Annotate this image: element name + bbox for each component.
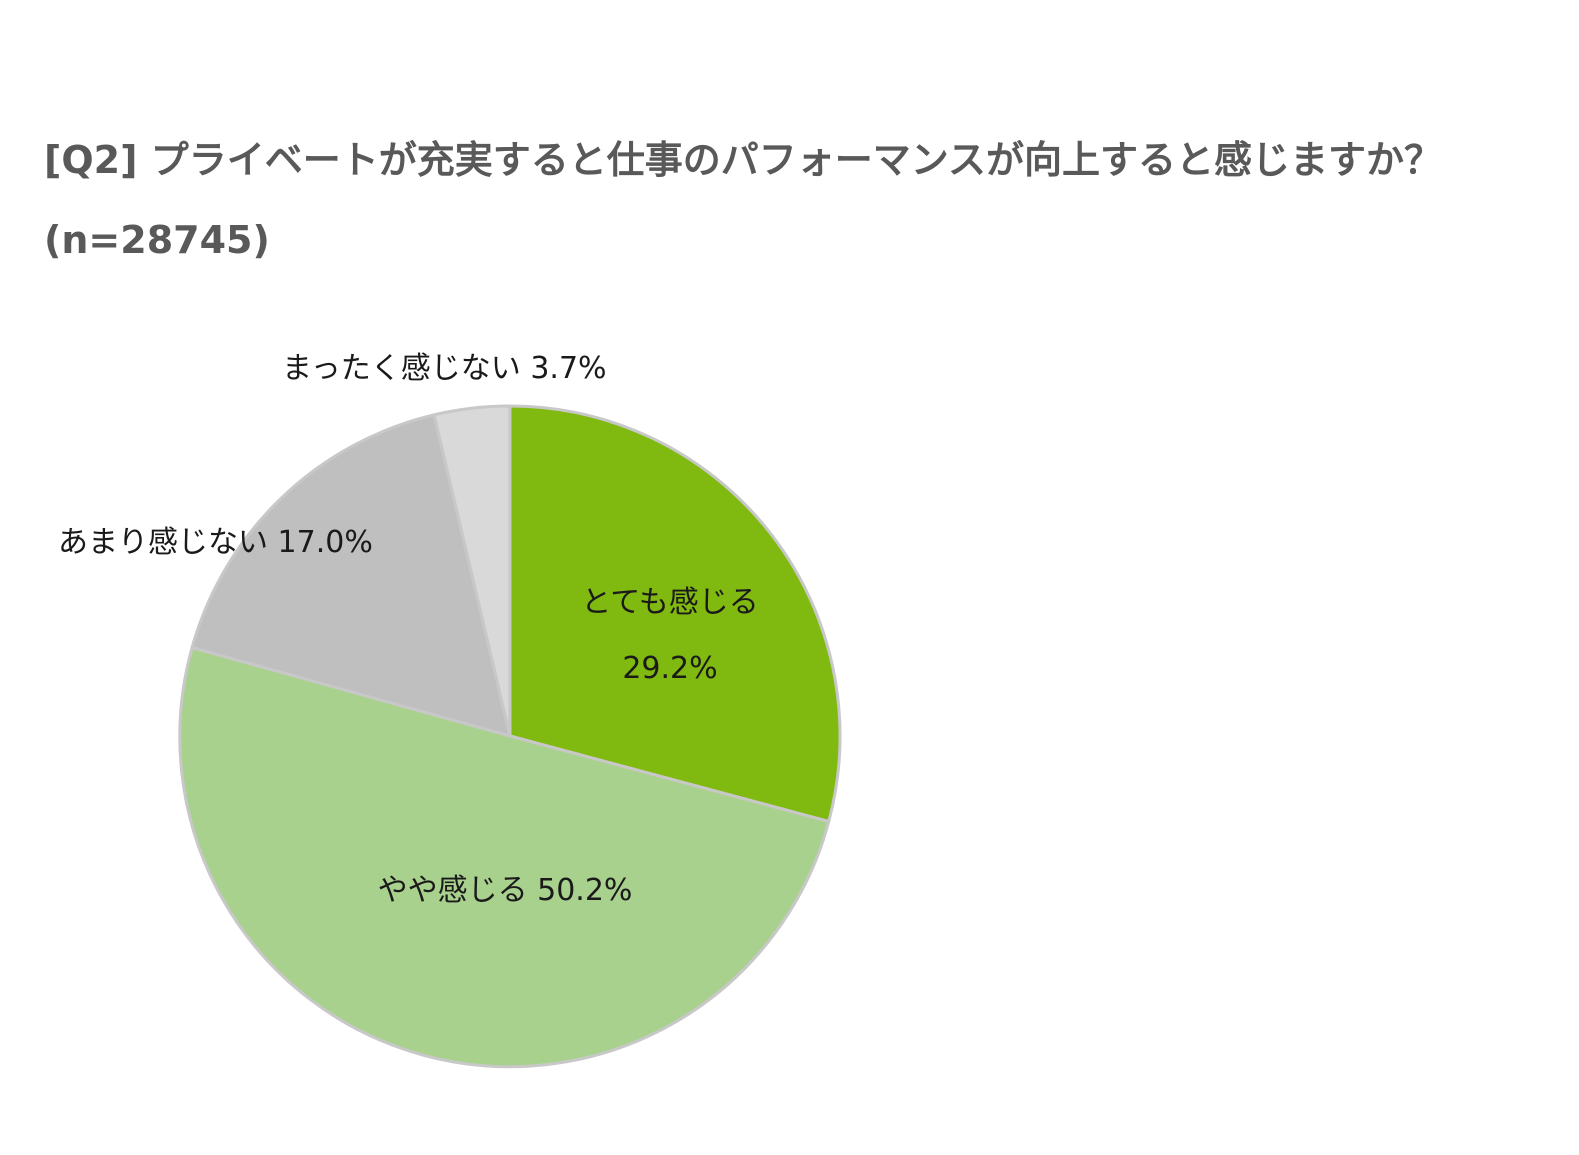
- pie-label-2: やや感じる 50.2%: [378, 873, 633, 908]
- pie-slice-4: [432, 404, 512, 738]
- chart-title: [Q2] プライベートが充実すると仕事のパフォーマンスが向上すると感じますか？ …: [44, 120, 1544, 280]
- pie-slice-1: [508, 404, 842, 823]
- pie-slice-2: [178, 646, 831, 1069]
- chart-title-sample-size: (n=28745): [44, 218, 270, 262]
- pie-label-3: あまり感じない 17.0%: [58, 525, 373, 560]
- pie-label-1-value: 29.2%: [622, 651, 717, 686]
- pie-label-1-name: とても感じる: [581, 585, 759, 620]
- chart-title-question: [Q2] プライベートが充実すると仕事のパフォーマンスが向上すると感じますか？: [44, 138, 1442, 182]
- pie-slice-3: [190, 413, 512, 738]
- pie-label-4: まったく感じない 3.7%: [282, 351, 607, 386]
- pie-labels: とても感じる 29.2% やや感じる 50.2% あまり感じない 17.0% まったく感…: [58, 351, 759, 908]
- pie-slices: [178, 404, 842, 1069]
